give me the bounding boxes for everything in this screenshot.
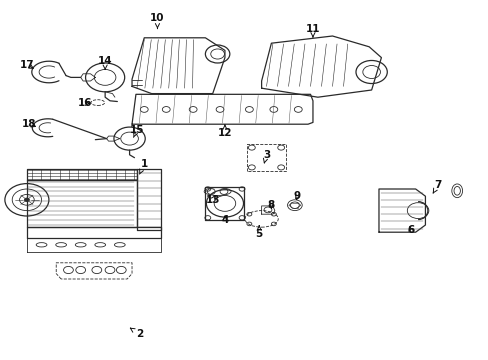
Circle shape [24, 198, 29, 202]
Text: 5: 5 [255, 226, 262, 239]
Text: 1: 1 [139, 159, 147, 174]
Text: 17: 17 [20, 60, 34, 70]
Text: 15: 15 [129, 125, 144, 138]
Text: 10: 10 [150, 13, 164, 28]
Text: 8: 8 [267, 200, 274, 210]
Text: 16: 16 [78, 98, 92, 108]
Text: 4: 4 [221, 215, 228, 225]
Text: 6: 6 [407, 225, 413, 235]
Text: 2: 2 [130, 328, 142, 339]
Text: 18: 18 [22, 119, 37, 129]
Text: 7: 7 [432, 180, 441, 193]
Text: 13: 13 [205, 195, 220, 205]
Text: 9: 9 [293, 191, 300, 201]
Text: 14: 14 [98, 56, 112, 69]
Text: 12: 12 [217, 125, 232, 138]
Text: 3: 3 [263, 150, 269, 163]
Text: 11: 11 [305, 24, 320, 37]
